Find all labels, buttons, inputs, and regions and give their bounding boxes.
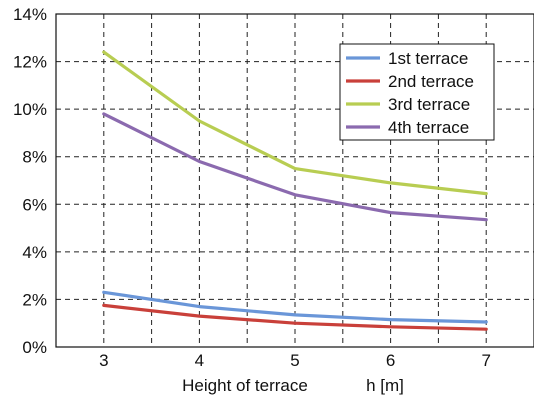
y-axis-ticks: 0% 2% 4% 6% 8% 10% 12% 14% — [13, 5, 47, 357]
y-tick-label: 12% — [13, 53, 47, 72]
series-line-3 — [102, 50, 488, 196]
legend-label: 1st terrace — [388, 49, 468, 68]
legend-label: 3rd terrace — [388, 95, 470, 114]
legend: 1st terrace 2nd terrace 3rd terrace 4th ter… — [339, 43, 495, 141]
legend-box — [339, 43, 495, 141]
y-tick-label: 10% — [13, 100, 47, 119]
y-tick-label: 0% — [22, 338, 47, 357]
x-tick-label: 5 — [290, 351, 299, 370]
y-tick-label: 8% — [22, 148, 47, 167]
plot-frame — [55, 13, 534, 348]
y-tick-label: 6% — [22, 195, 47, 214]
legend-label: 4th terrace — [388, 118, 469, 137]
x-axis-label: Height of terrace — [182, 376, 308, 395]
x-tick-label: 7 — [481, 351, 490, 370]
y-tick-label: 4% — [22, 243, 47, 262]
x-axis-ticks: 3 4 5 6 7 — [99, 351, 491, 370]
x-tick-label: 3 — [99, 351, 108, 370]
series-line-2 — [102, 303, 488, 331]
x-axis-unit: h [m] — [366, 376, 404, 395]
y-tick-label: 2% — [22, 290, 47, 309]
series-line-4 — [102, 112, 488, 222]
x-tick-label: 6 — [386, 351, 395, 370]
y-tick-label: 14% — [13, 5, 47, 24]
legend-label: 2nd terrace — [388, 72, 474, 91]
series-line-1 — [102, 290, 488, 324]
series-lines — [102, 50, 488, 331]
x-tick-label: 4 — [195, 351, 204, 370]
